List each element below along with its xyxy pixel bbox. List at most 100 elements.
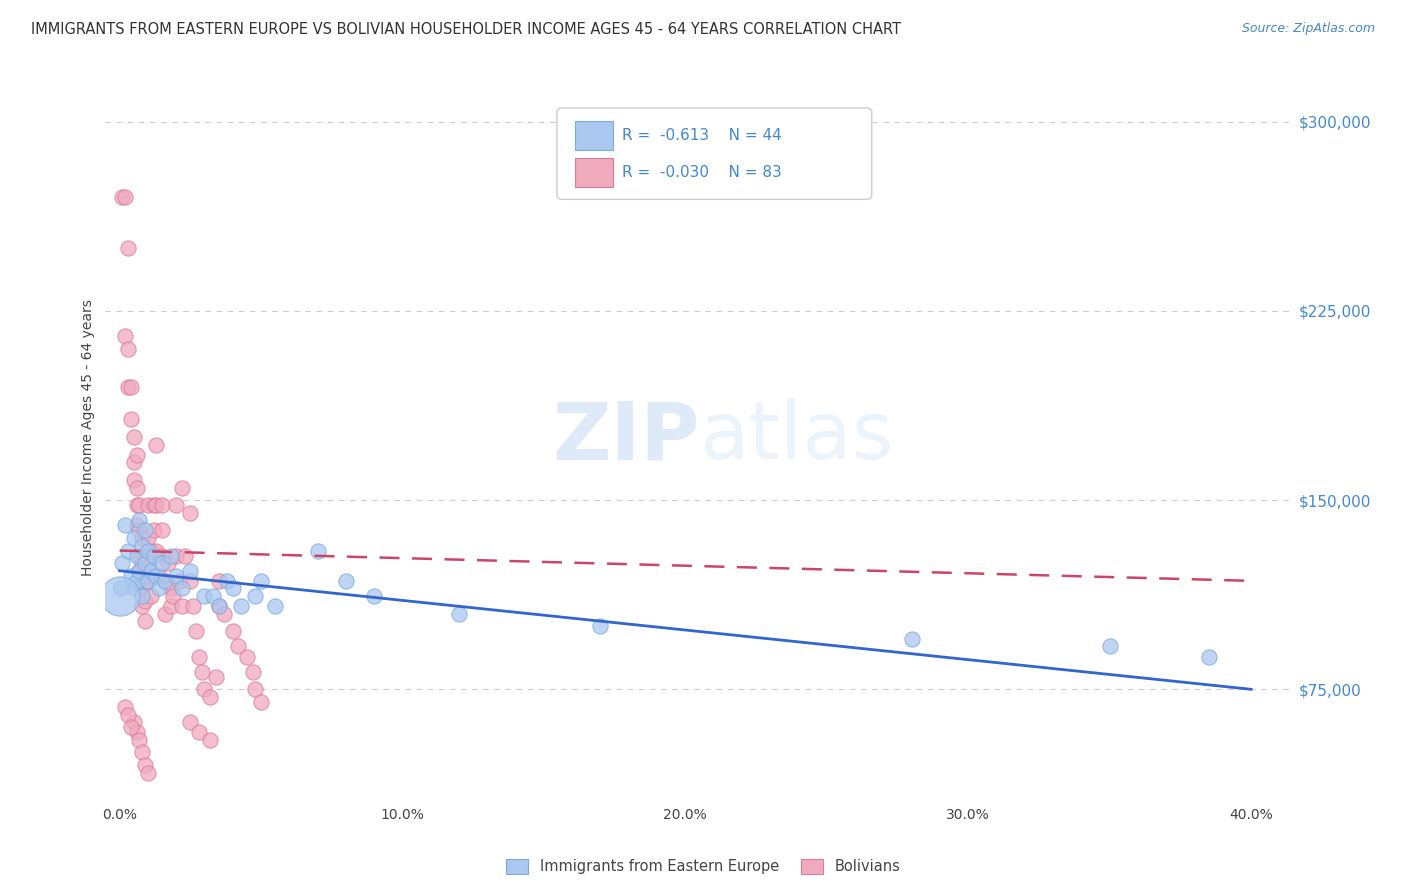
Point	[125, 725, 148, 739]
Point	[139, 589, 162, 603]
Point	[198, 690, 221, 704]
Point	[142, 549, 165, 563]
Point	[187, 725, 209, 739]
Point	[139, 543, 162, 558]
Point	[117, 379, 139, 393]
Point	[122, 455, 145, 469]
Point	[214, 607, 236, 621]
Point	[179, 574, 201, 588]
Point	[447, 607, 470, 621]
Point	[128, 732, 150, 747]
Point	[142, 498, 165, 512]
Point	[153, 574, 176, 588]
Point	[145, 543, 167, 558]
Point	[131, 582, 153, 596]
Point	[162, 589, 184, 603]
Point	[122, 715, 145, 730]
Point	[179, 564, 201, 578]
Point	[153, 607, 176, 621]
Legend: Immigrants from Eastern Europe, Bolivians: Immigrants from Eastern Europe, Bolivian…	[501, 853, 905, 880]
Point	[131, 599, 153, 613]
Point	[117, 707, 139, 722]
Point	[159, 549, 181, 563]
Point	[110, 582, 132, 596]
Point	[114, 700, 136, 714]
Point	[236, 649, 259, 664]
Point	[250, 574, 273, 588]
Point	[222, 582, 245, 596]
Point	[131, 539, 153, 553]
Point	[222, 624, 245, 639]
Point	[145, 498, 167, 512]
Point	[242, 665, 264, 679]
Point	[134, 556, 156, 570]
Point	[134, 614, 156, 628]
Point	[148, 582, 170, 596]
Point	[120, 379, 142, 393]
Point	[179, 715, 201, 730]
Point	[198, 732, 221, 747]
Point	[120, 720, 142, 734]
Point	[117, 241, 139, 255]
Point	[1098, 640, 1121, 654]
Point	[122, 531, 145, 545]
Point	[150, 549, 173, 563]
Point	[159, 582, 181, 596]
Point	[193, 682, 215, 697]
Point	[128, 564, 150, 578]
Point	[134, 758, 156, 772]
Point	[167, 574, 190, 588]
Point	[128, 513, 150, 527]
Point	[184, 624, 207, 639]
Point	[900, 632, 922, 646]
Point	[165, 549, 187, 563]
Point	[264, 599, 287, 613]
Point	[131, 531, 153, 545]
Point	[207, 599, 229, 613]
Point	[128, 498, 150, 512]
Point	[150, 498, 173, 512]
Point	[170, 582, 193, 596]
Point	[131, 556, 153, 570]
Point	[134, 549, 156, 563]
Point	[136, 574, 159, 588]
Point	[136, 531, 159, 545]
Point	[125, 448, 148, 462]
Point	[245, 682, 267, 697]
Text: atlas: atlas	[700, 398, 894, 476]
Point	[128, 549, 150, 563]
Point	[136, 574, 159, 588]
Point	[125, 549, 148, 563]
Point	[150, 556, 173, 570]
Point	[125, 574, 148, 588]
Point	[170, 599, 193, 613]
Text: R =  -0.613    N = 44: R = -0.613 N = 44	[623, 128, 782, 144]
Point	[150, 524, 173, 538]
Point	[134, 594, 156, 608]
Point	[179, 506, 201, 520]
Point	[165, 569, 187, 583]
Bar	[575, 121, 613, 151]
Point	[228, 640, 250, 654]
Point	[181, 599, 204, 613]
Point	[122, 430, 145, 444]
Point	[335, 574, 357, 588]
Point	[173, 549, 195, 563]
Bar	[575, 158, 613, 187]
Text: R =  -0.030    N = 83: R = -0.030 N = 83	[623, 165, 782, 180]
Point	[131, 589, 153, 603]
Point	[134, 524, 156, 538]
Point	[207, 599, 229, 613]
Point	[128, 564, 150, 578]
Point	[125, 498, 148, 512]
Point	[589, 619, 612, 633]
Point	[156, 556, 179, 570]
Point	[190, 665, 212, 679]
Point	[111, 190, 134, 204]
Point	[145, 437, 167, 451]
Point	[153, 574, 176, 588]
Point	[187, 649, 209, 664]
Point	[250, 695, 273, 709]
Text: Source: ZipAtlas.com: Source: ZipAtlas.com	[1241, 22, 1375, 36]
Point	[136, 543, 159, 558]
